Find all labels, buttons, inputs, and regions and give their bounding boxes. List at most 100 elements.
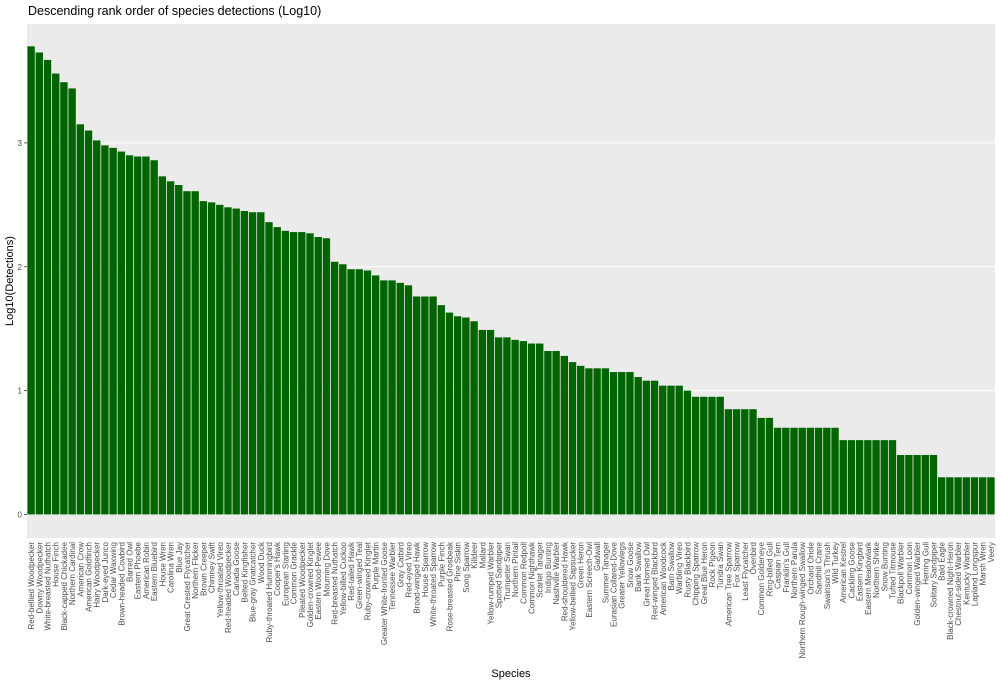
x-tick-label: Red-breasted Nuthatch [331,542,340,625]
x-tick-label: Eastern Kingbird [856,542,865,601]
y-tick-label: 0 [18,510,23,519]
bar [560,355,569,515]
bar [289,232,298,515]
x-tick-label: Barred Owl [126,542,135,582]
x-tick-label: Pine Siskin [454,542,463,582]
bar [782,427,790,515]
bar [823,427,831,515]
x-tick-label: Marsh Wren [979,542,988,585]
bar [134,156,142,515]
bar [117,151,126,515]
x-tick-label: Northern Shrike [872,541,881,598]
x-tick-label: Yellow-bellied Sapsucker [569,542,578,631]
bar [552,350,560,515]
bar [913,455,921,515]
x-tick-label: Song Sparrow [462,542,471,593]
bar [979,477,987,515]
bar [667,385,675,515]
x-tick-label: Common Nighthawk [528,541,537,614]
bar [634,376,642,515]
x-tick-label: Dark-eyed Junco [101,541,110,602]
bar [708,396,716,515]
bar [495,337,503,515]
y-tick-label: 3 [18,139,23,148]
chart-title: Descending rank order of species detecti… [28,4,321,18]
bar [921,455,929,515]
x-tick-label: Trumpeter Swan [503,542,512,601]
x-tick-label: Yellow-billed Cuckoo [339,541,348,615]
bar [700,396,708,515]
y-axis-title: Log10(Detections) [4,236,16,326]
x-tick-label: Green Heron [577,542,586,588]
x-tick-label: Yellow-throated Vireo [216,541,225,617]
bar [872,440,880,515]
bar [43,59,52,515]
x-tick-label: Northern Rough-winged Swallow [798,542,807,659]
bar [519,341,527,515]
bar [421,296,429,515]
x-tick-label: Warbling Vireo [675,541,684,594]
x-tick-label: American Kestrel [839,542,848,603]
bar [175,185,183,515]
bar [987,477,995,515]
x-tick-label: Lapland Longspur [970,542,979,606]
x-tick-label: Greater White-fronted Goose [380,541,389,645]
bar [757,417,765,515]
x-tick-label: Great Crested Flycatcher [183,542,192,632]
x-tick-label: Common Goldeneye [757,541,766,615]
bar [281,230,290,515]
bar [265,222,273,515]
bar [216,204,224,515]
x-tick-label: Rose-breasted Grosbeak [445,541,454,631]
bar [257,212,265,515]
bar [404,285,413,515]
x-tick-label: Red-tailed Hawk [347,541,356,601]
bar [585,368,593,515]
x-tick-label: Eurasian Collared-Dove [610,541,619,626]
x-tick-label: Tufted Titmouse [888,541,897,599]
x-tick-label: Red-shouldered Hawk [560,541,569,621]
bar [749,409,757,515]
x-tick-label: Hairy Woodpecker [93,542,102,608]
bar [207,202,216,515]
x-tick-label: Brown Creeper [199,542,208,596]
x-tick-label: White-breasted Nuthatch [44,542,53,631]
bar [839,440,847,515]
x-tick-label: American Robin [142,542,151,599]
bar [470,321,478,515]
bar [240,211,249,515]
bar [527,343,536,515]
bar [724,409,733,515]
bar [683,390,692,515]
x-tick-label: Gadwall [593,542,602,571]
bar [888,440,897,515]
x-tick-label: Canada Goose [232,541,241,595]
x-tick-label: Snow Bunting [880,542,889,591]
x-tick-label: Golden-crowned Kinglet [306,541,315,627]
bar [429,296,437,515]
bar [347,269,355,515]
bar [273,227,281,515]
x-tick-label: Downy Woodpecker [35,542,44,614]
x-tick-label: Blue-gray Gnatcatcher [249,542,258,622]
x-tick-label: Black-crowned Night-Heron [946,542,955,640]
x-tick-label: Summer Tanager [601,542,610,604]
bar [806,427,815,515]
bar [199,201,208,515]
bar [322,238,331,515]
bar [905,455,913,515]
x-tick-label: European Starling [281,542,290,606]
x-tick-label: Franklin's Gull [782,542,791,593]
x-tick-label: Broad-winged Hawk [413,541,422,614]
x-tick-label: Orchard Oriole [806,541,815,594]
bar [445,312,454,515]
y-tick-label: 2 [18,263,23,272]
bar [503,337,511,515]
bar [330,261,339,515]
bar [60,82,68,515]
bar [716,396,724,515]
x-tick-label: Gray Catbird [396,542,405,587]
bar [675,385,683,515]
x-tick-label: American Goldfinch [85,542,94,612]
x-tick-label: Northern Pintail [511,542,520,597]
